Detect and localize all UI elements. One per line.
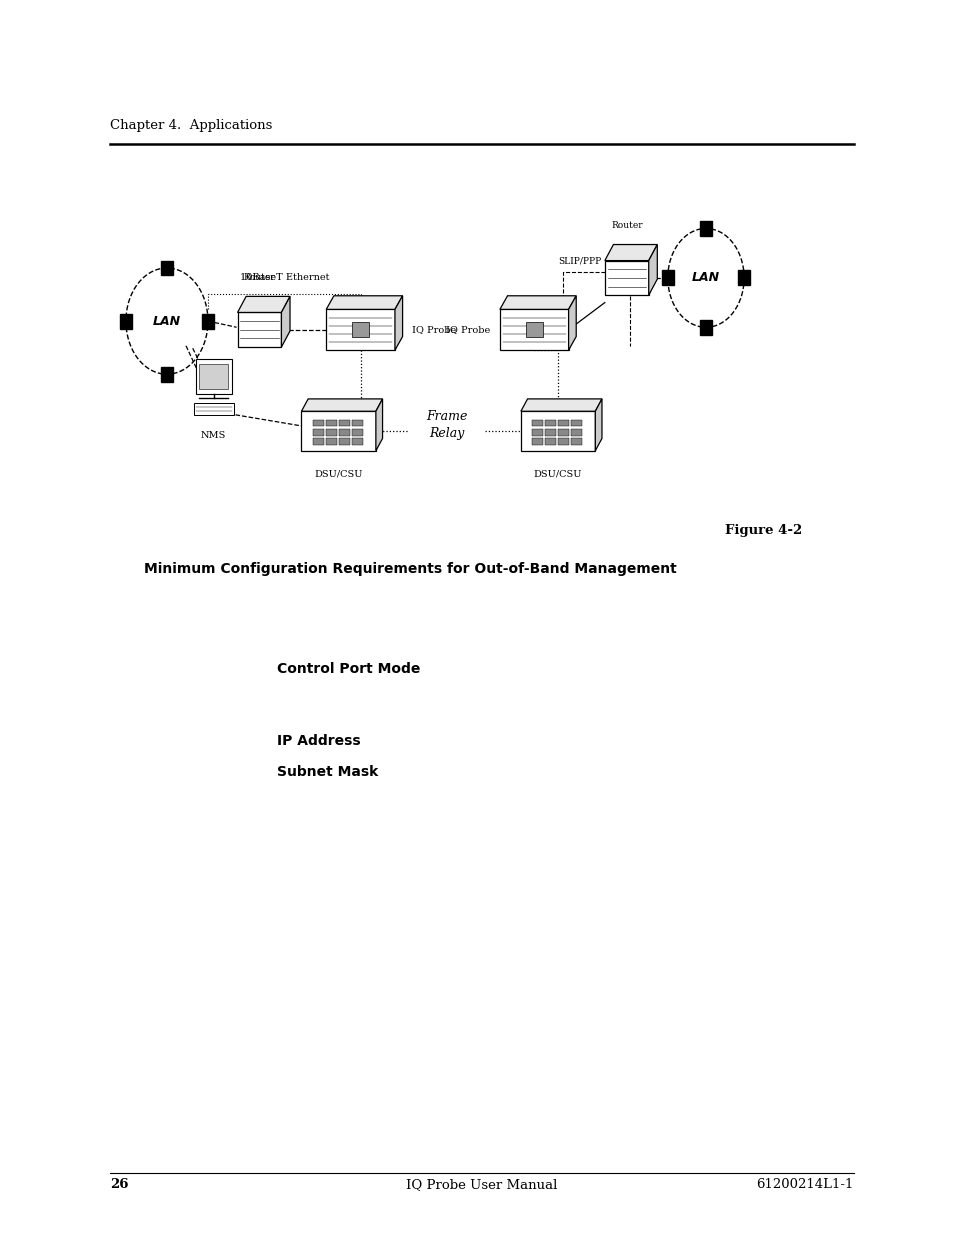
Text: Control Port Mode: Control Port Mode: [276, 662, 419, 676]
Text: NMS: NMS: [201, 431, 226, 440]
Bar: [525, 322, 542, 337]
Bar: [301, 411, 375, 451]
Polygon shape: [648, 245, 657, 295]
Bar: [558, 420, 569, 426]
Bar: [120, 314, 132, 329]
Bar: [738, 270, 749, 285]
Polygon shape: [499, 296, 576, 310]
Text: IQ Probe User Manual: IQ Probe User Manual: [406, 1178, 557, 1191]
Text: Router: Router: [243, 273, 275, 282]
Bar: [338, 438, 350, 445]
Bar: [352, 429, 362, 436]
Bar: [313, 429, 323, 436]
Bar: [352, 420, 362, 426]
Text: 26: 26: [110, 1178, 128, 1191]
Bar: [499, 309, 568, 351]
Text: IQ Probe: IQ Probe: [412, 325, 456, 335]
Text: Frame
Relay: Frame Relay: [425, 410, 467, 440]
Text: Figure 4-2: Figure 4-2: [724, 524, 801, 536]
Bar: [195, 359, 232, 394]
Bar: [532, 429, 542, 436]
Bar: [661, 270, 673, 285]
Text: LAN: LAN: [152, 315, 181, 327]
Text: DSU/CSU: DSU/CSU: [314, 469, 362, 478]
Bar: [237, 312, 281, 347]
Bar: [338, 420, 350, 426]
Polygon shape: [301, 399, 382, 411]
Text: Subnet Mask: Subnet Mask: [276, 764, 377, 778]
Bar: [604, 261, 648, 295]
Polygon shape: [395, 296, 402, 351]
Polygon shape: [326, 296, 402, 310]
Text: LAN: LAN: [691, 272, 720, 284]
Polygon shape: [604, 245, 657, 261]
Bar: [520, 411, 595, 451]
Bar: [326, 309, 395, 351]
Text: 10BaseT Ethernet: 10BaseT Ethernet: [239, 273, 329, 282]
Bar: [544, 438, 556, 445]
Bar: [313, 420, 323, 426]
Bar: [571, 438, 581, 445]
Text: DSU/CSU: DSU/CSU: [534, 469, 581, 478]
Bar: [700, 221, 711, 236]
Polygon shape: [281, 296, 290, 347]
Text: Router: Router: [610, 221, 642, 230]
Bar: [352, 322, 369, 337]
Polygon shape: [375, 399, 382, 451]
Bar: [313, 438, 323, 445]
Bar: [161, 261, 172, 275]
Text: Chapter 4.  Applications: Chapter 4. Applications: [110, 119, 272, 132]
Bar: [532, 420, 542, 426]
Bar: [544, 429, 556, 436]
Bar: [193, 403, 233, 415]
Bar: [352, 438, 362, 445]
Text: SLIP/PPP: SLIP/PPP: [558, 257, 600, 266]
Bar: [571, 420, 581, 426]
Bar: [700, 320, 711, 335]
Bar: [202, 314, 213, 329]
Text: 61200214L1-1: 61200214L1-1: [756, 1178, 853, 1191]
Bar: [199, 364, 228, 389]
Polygon shape: [595, 399, 601, 451]
Bar: [325, 420, 336, 426]
Text: IQ Probe: IQ Probe: [446, 325, 490, 335]
Text: IP Address: IP Address: [276, 734, 360, 747]
Bar: [558, 438, 569, 445]
Bar: [532, 438, 542, 445]
Bar: [558, 429, 569, 436]
Bar: [544, 420, 556, 426]
Bar: [325, 438, 336, 445]
Bar: [571, 429, 581, 436]
Polygon shape: [520, 399, 601, 411]
Bar: [325, 429, 336, 436]
Text: Minimum Configuration Requirements for Out-of-Band Management: Minimum Configuration Requirements for O…: [144, 562, 676, 576]
Bar: [161, 367, 172, 382]
Bar: [338, 429, 350, 436]
Polygon shape: [568, 296, 576, 351]
Polygon shape: [237, 296, 290, 312]
